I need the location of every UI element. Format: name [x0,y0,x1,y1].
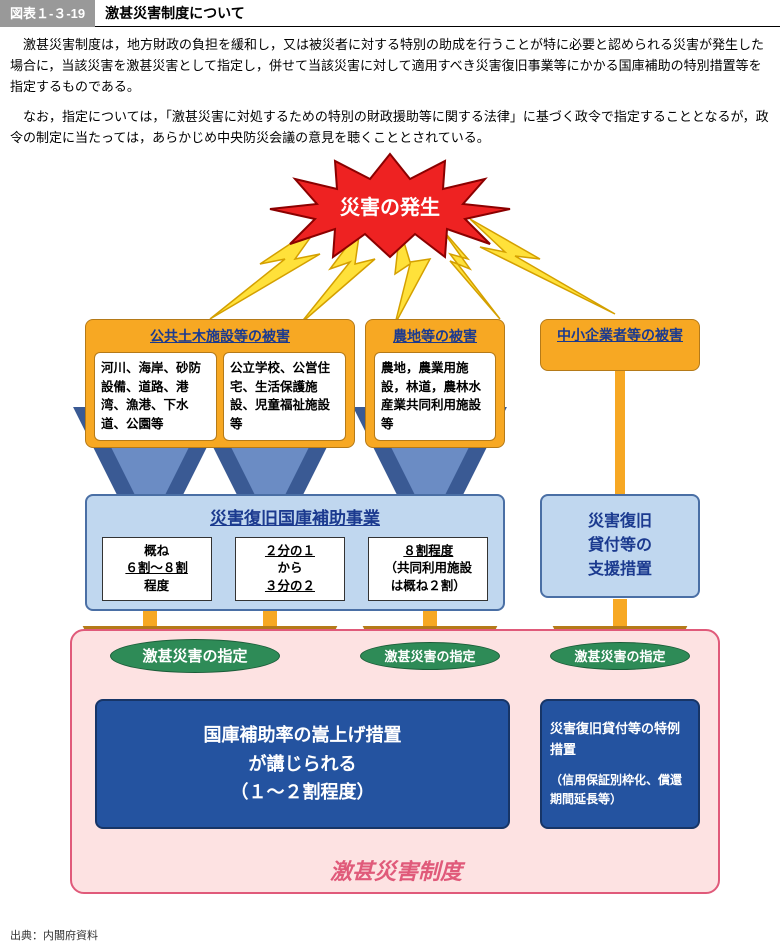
system-name-label: 激甚災害制度 [330,854,462,886]
damage-sme-title: 中小企業者等の被害 [549,326,691,344]
disaster-occurrence-label: 災害の発生 [265,191,515,220]
result-sub-2: （信用保証別枠化、償還期間延長等） [550,771,690,809]
flowchart: 災害の発生 公共土木施設等の被害 河川、海岸、砂防設備、道路、港湾、漁港、下水道… [30,159,750,919]
intro-paragraph-2: なお，指定については，「激甚災害に対処するための特別の財政援助等に関する法律」に… [10,107,770,149]
intro-paragraph-1: 激甚災害制度は，地方財政の負担を緩和し，又は被災者に対する特別の助成を行うことが… [10,35,770,97]
result-main-2: が講じられる [97,750,508,779]
designation-pill-2: 激甚災害の指定 [360,642,500,670]
figure-title: 激甚災害制度について [95,0,780,27]
damage-farm-title: 農地等の被害 [374,326,496,346]
damage-farm-body: 農地，農業用施設，林道，農林水産業共同利用施設等 [374,352,496,441]
subsidy-title: 災害復旧国庫補助事業 [95,504,495,529]
loan-title-2: 貸付等の [550,534,690,558]
source-credit: 出典：内閣府資料 [10,927,770,943]
designation-pill-1: 激甚災害の指定 [110,639,280,673]
damage-public-works: 公共土木施設等の被害 河川、海岸、砂防設備、道路、港湾、漁港、下水道、公園等 公… [85,319,355,448]
subsidy-raise-measure: 国庫補助率の嵩上げ措置 が講じられる （１～２割程度） [95,699,510,829]
result-main-1: 国庫補助率の嵩上げ措置 [97,721,508,750]
subsidy-rate-2: ２分の１ から ３分の２ [235,537,345,602]
subsidy-rate-1: 概ね ６割～８割 程度 [102,537,212,602]
loan-support: 災害復旧 貸付等の 支援措置 [540,494,700,598]
result-sub-1: 災害復旧貸付等の特例措置 [550,719,690,761]
figure-number: 図表１-３-19 [0,0,95,27]
loan-title-3: 支援措置 [550,558,690,582]
figure-header: 図表１-３-19 激甚災害制度について [0,0,780,27]
result-main-3: （１～２割程度） [97,778,508,807]
damage-sme: 中小企業者等の被害 [540,319,700,371]
national-subsidy-program: 災害復旧国庫補助事業 概ね ６割～８割 程度 ２分の１ から ３分の２ ８割程度… [85,494,505,612]
damage-public-title: 公共土木施設等の被害 [94,326,346,346]
damage-public-col2: 公立学校、公営住宅、生活保護施設、児童福祉施設等 [223,352,346,441]
loan-special-measure: 災害復旧貸付等の特例措置 （信用保証別枠化、償還期間延長等） [540,699,700,829]
damage-farmland: 農地等の被害 農地，農業用施設，林道，農林水産業共同利用施設等 [365,319,505,448]
subsidy-rate-3: ８割程度 （共同利用施設 は概ね２割） [368,537,488,602]
loan-title-1: 災害復旧 [550,510,690,534]
damage-public-col1: 河川、海岸、砂防設備、道路、港湾、漁港、下水道、公園等 [94,352,217,441]
designation-pill-3: 激甚災害の指定 [550,642,690,670]
